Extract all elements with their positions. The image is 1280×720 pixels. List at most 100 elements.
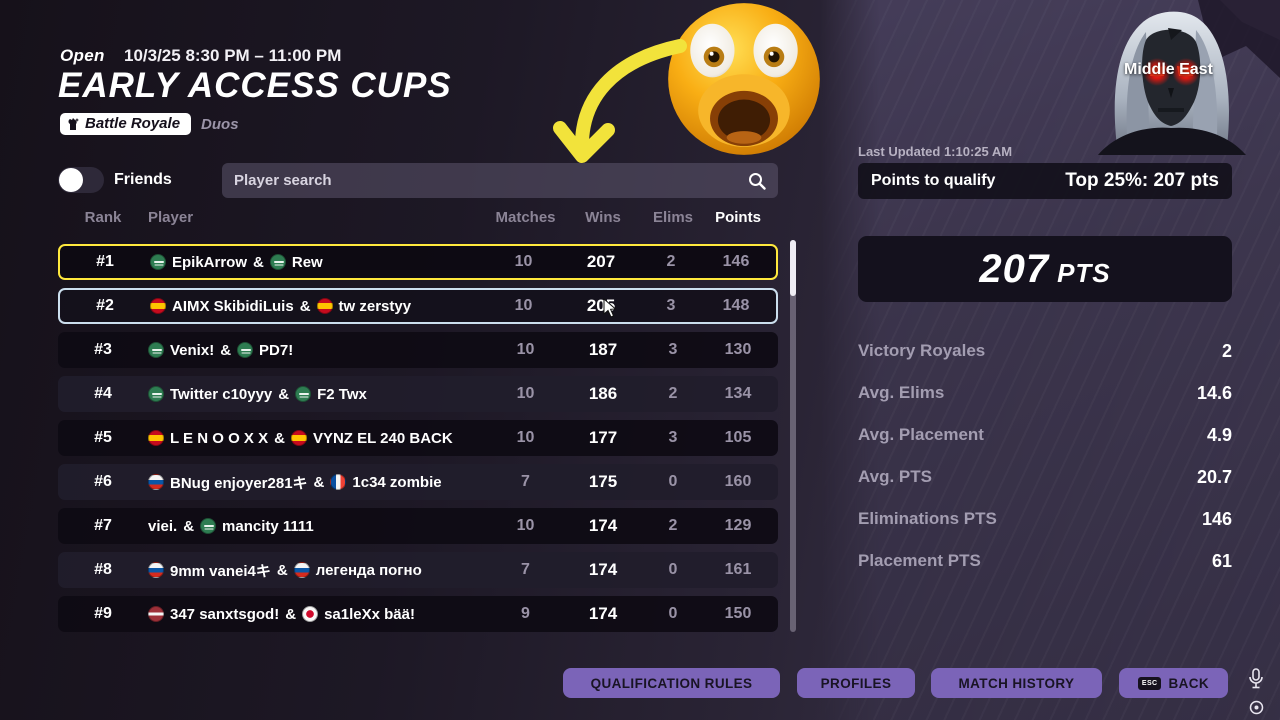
saudi-arabia-flag-icon — [148, 342, 164, 358]
stat-label: Eliminations PTS — [858, 509, 997, 528]
player-name: 9mm vanei4キ — [170, 562, 271, 580]
player-search-bar[interactable] — [222, 163, 778, 198]
player-name: L E N O O X X — [170, 429, 269, 447]
stat-value: 4.9 — [1206, 424, 1232, 445]
profiles-button[interactable]: PROFILES — [797, 668, 915, 698]
leaderboard-row-1[interactable]: #1 EpikArrow & Rew 10 207 2 146 — [58, 244, 778, 280]
rank-cell: #7 — [94, 517, 112, 534]
record-icon[interactable] — [1249, 700, 1264, 715]
matches-cell: 10 — [514, 297, 533, 314]
event-status: Open — [60, 46, 105, 65]
llama-icon — [68, 117, 79, 130]
player-name: 347 sanxtsgod! — [170, 605, 280, 623]
column-player: Player — [148, 209, 194, 226]
player-separator: & — [220, 341, 232, 359]
stat-label: Avg. PTS — [858, 467, 932, 486]
matches-cell: 10 — [514, 253, 533, 270]
total-points-card: 207 PTS — [858, 236, 1232, 302]
scrollbar-thumb[interactable] — [790, 240, 796, 296]
stat-value: 20.7 — [1196, 466, 1232, 487]
elims-cell: 3 — [668, 341, 678, 358]
leaderboard-row-4[interactable]: #4 Twitter c10yyy & F2 Twx 10 186 2 134 — [58, 376, 778, 412]
match-history-button[interactable]: MATCH HISTORY — [931, 668, 1102, 698]
saudi-arabia-flag-icon — [295, 386, 312, 402]
points-cell: 161 — [724, 561, 752, 578]
qualification-rules-button[interactable]: QUALIFICATION RULES — [563, 668, 780, 698]
rank-cell: #8 — [94, 561, 112, 578]
matches-cell: 10 — [516, 385, 535, 402]
player-cell: 347 sanxtsgod! & sa1leXx bää! — [148, 606, 483, 623]
rank-cell: #5 — [94, 429, 112, 446]
leaderboard-row-9[interactable]: #9 347 sanxtsgod! & sa1leXx bää! 9 174 0 150 — [58, 596, 778, 632]
saudi-arabia-flag-icon — [148, 386, 164, 402]
points-cell: 150 — [724, 605, 752, 622]
elims-cell: 3 — [666, 297, 676, 314]
match-history-label: MATCH HISTORY — [958, 675, 1075, 691]
elims-cell: 2 — [668, 517, 678, 534]
column-points[interactable]: Points — [715, 209, 761, 226]
elims-cell: 2 — [666, 253, 676, 270]
character-portrait — [1098, 11, 1246, 155]
last-updated-text: Last Updated 1:10:25 AM — [858, 144, 1013, 159]
saudi-arabia-flag-icon — [237, 342, 254, 358]
scrollbar-track[interactable] — [790, 240, 796, 632]
matches-cell: 7 — [521, 473, 530, 490]
back-button[interactable]: ESC BACK — [1119, 668, 1228, 698]
stat-value: 146 — [1201, 508, 1232, 529]
wins-cell: 205 — [586, 296, 616, 315]
search-input[interactable] — [234, 172, 748, 189]
points-cell: 134 — [724, 385, 752, 402]
friends-label: Friends — [114, 171, 172, 188]
stat-value: 2 — [1221, 340, 1232, 361]
wins-cell: 177 — [588, 428, 618, 447]
player-cell: AIMX SkibidiLuis & tw zerstyy — [150, 298, 481, 315]
player-name: sa1leXx bää! — [324, 605, 415, 623]
elims-cell: 0 — [668, 561, 678, 578]
matches-cell: 7 — [521, 561, 530, 578]
stat-label: Placement PTS — [858, 551, 981, 570]
player-separator: & — [285, 605, 297, 623]
leaderboard-row-7[interactable]: #7 viei. & mancity 1111 10 174 2 129 — [58, 508, 778, 544]
france-flag-icon — [330, 474, 347, 490]
player-cell: Venix! & PD7! — [148, 342, 483, 359]
elims-cell: 0 — [668, 473, 678, 490]
column-elims[interactable]: Elims — [652, 209, 694, 226]
wins-cell: 174 — [588, 560, 618, 579]
stat-row: Placement PTS 61 — [858, 540, 1232, 582]
total-points-value: 207 — [979, 246, 1050, 291]
leaderboard-row-2[interactable]: #2 AIMX SkibidiLuis & tw zerstyy 10 205 3 148 — [58, 288, 778, 324]
event-schedule: 10/3/25 8:30 PM – 11:00 PM — [124, 46, 342, 65]
friends-toggle[interactable] — [58, 167, 104, 193]
matches-cell: 10 — [516, 341, 535, 358]
column-wins[interactable]: Wins — [585, 209, 621, 226]
player-name: VYNZ EL 240 BACK — [312, 429, 453, 447]
russia-flag-icon — [148, 562, 164, 578]
leaderboard-row-8[interactable]: #8 9mm vanei4キ & легенда погно 7 174 0 161 — [58, 552, 778, 588]
region-label: Middle East — [1124, 61, 1213, 78]
matches-cell: 10 — [516, 517, 535, 534]
elims-cell: 0 — [668, 605, 678, 622]
player-separator: & — [299, 297, 311, 315]
leaderboard-row-5[interactable]: #5 L E N O O X X & VYNZ EL 240 BACK 10 177 3 10… — [58, 420, 778, 456]
player-name: Twitter c10yyy — [170, 385, 273, 403]
saudi-arabia-flag-icon — [269, 254, 286, 270]
russia-flag-icon — [293, 562, 310, 578]
leaderboard-row-3[interactable]: #3 Venix! & PD7! 10 187 3 130 — [58, 332, 778, 368]
wins-cell: 186 — [588, 384, 618, 403]
esc-key-icon: ESC — [1137, 676, 1162, 690]
matches-cell: 10 — [516, 429, 535, 446]
leaderboard-rows: #1 EpikArrow & Rew 10 207 2 146 #2 AIMX SkibidiLu… — [58, 244, 778, 640]
leaderboard-row-6[interactable]: #6 BNug enjoyer281キ & 1c34 zombie 7 175 0 160 — [58, 464, 778, 500]
corner-emblem-decoration — [1198, 0, 1280, 78]
session-stats-list: Victory Royales 2 Avg. Elims 14.6 Avg. Place… — [858, 330, 1232, 582]
search-icon[interactable] — [748, 172, 766, 190]
matches-cell: 9 — [521, 605, 530, 622]
stat-label: Avg. Placement — [858, 425, 984, 444]
player-separator: & — [274, 429, 285, 447]
microphone-icon[interactable] — [1248, 668, 1264, 690]
player-name: 1c34 zombie — [352, 473, 442, 491]
player-name: Rew — [291, 253, 323, 271]
mode-badges: Battle Royale Duos — [60, 113, 239, 135]
stat-label: Avg. Elims — [858, 383, 945, 402]
column-matches[interactable]: Matches — [495, 209, 556, 226]
